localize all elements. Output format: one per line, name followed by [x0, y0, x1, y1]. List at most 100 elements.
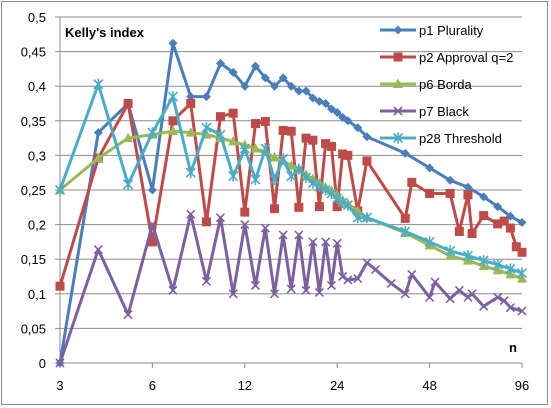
y-tick-label: 0,2 [28, 218, 46, 233]
data-point [123, 132, 134, 143]
gridlines [60, 16, 522, 329]
data-point [228, 289, 238, 299]
data-point [185, 127, 196, 137]
data-point [332, 107, 342, 117]
data-point [167, 125, 178, 136]
data-point [260, 223, 270, 233]
x-tick-label: 48 [422, 378, 436, 393]
series-4 [54, 78, 528, 279]
data-point [93, 78, 104, 90]
data-point [462, 250, 474, 262]
data-point [321, 139, 331, 149]
data-point [327, 141, 337, 151]
data-point [269, 289, 280, 299]
y-tick-label: 0,1 [28, 287, 46, 302]
data-point [269, 174, 280, 186]
data-point [343, 116, 353, 126]
x-axis-label: n [509, 340, 517, 355]
data-point [278, 73, 288, 83]
data-point [286, 81, 296, 91]
data-point [320, 184, 331, 196]
data-point [424, 236, 435, 248]
data-point [445, 188, 455, 198]
data-point [269, 151, 280, 162]
y-tick-label: 0,35 [21, 114, 46, 129]
data-point [445, 294, 455, 304]
legend-swatch-marker [392, 132, 404, 144]
data-point [362, 258, 372, 268]
data-point [338, 271, 348, 282]
series-lines [54, 38, 528, 368]
legend-entry: p2 Approval q=2 [380, 50, 513, 65]
x-tick-label: 6 [149, 378, 156, 393]
data-point [228, 170, 239, 182]
data-point [301, 86, 311, 96]
data-point [493, 219, 503, 229]
data-point [147, 127, 158, 139]
data-point [445, 175, 455, 185]
data-point [228, 108, 238, 118]
y-tick-label: 0,5 [28, 10, 46, 25]
data-point [308, 237, 318, 247]
data-point [278, 230, 288, 240]
data-point [168, 116, 178, 126]
data-point [332, 238, 342, 248]
data-point [250, 61, 260, 71]
data-point [362, 132, 372, 142]
data-point [400, 213, 410, 223]
data-point [511, 242, 521, 252]
data-point [370, 265, 381, 275]
y-tick-label: 0,05 [21, 321, 46, 336]
data-point [361, 212, 373, 224]
y-tick-label: 0,15 [21, 252, 46, 267]
data-point [239, 142, 250, 154]
legend-swatch-marker [393, 25, 403, 35]
data-point [400, 226, 411, 238]
data-point [492, 259, 503, 271]
data-point [493, 202, 503, 212]
data-point [321, 237, 331, 247]
data-point [250, 142, 261, 153]
data-point [293, 163, 304, 175]
data-point [147, 220, 157, 230]
data-point [517, 218, 527, 228]
data-point [250, 280, 261, 291]
y-tick-label: 0,25 [21, 183, 46, 198]
x-tick-label: 3 [56, 378, 63, 393]
data-point [260, 116, 270, 126]
data-point [186, 209, 196, 219]
data-point [301, 133, 311, 143]
data-point [425, 292, 435, 302]
data-point [228, 67, 238, 77]
data-point [250, 119, 260, 129]
data-point [407, 269, 417, 279]
data-point [338, 149, 348, 159]
data-point [123, 309, 133, 320]
y-tick-label: 0 [39, 356, 46, 371]
series-line [58, 41, 523, 364]
data-point [201, 92, 211, 102]
data-point [270, 204, 280, 214]
x-tick-label: 24 [330, 378, 344, 393]
data-point [250, 174, 261, 186]
data-point [517, 306, 527, 316]
data-point [55, 281, 65, 291]
data-point [463, 182, 473, 192]
data-point [479, 192, 489, 202]
data-point [342, 199, 353, 211]
data-point [362, 156, 372, 166]
data-point [505, 223, 515, 233]
data-point [215, 58, 225, 68]
data-point [201, 122, 212, 134]
data-point [321, 99, 331, 108]
data-point [55, 358, 65, 368]
data-point [260, 73, 270, 83]
data-point [430, 277, 440, 287]
data-point [478, 255, 489, 267]
data-point [445, 245, 456, 257]
data-point [123, 99, 133, 108]
chart-title: Kelly's index [65, 25, 145, 40]
data-point [425, 188, 435, 198]
y-tick-label: 0,45 [21, 45, 46, 60]
data-point [337, 196, 348, 208]
